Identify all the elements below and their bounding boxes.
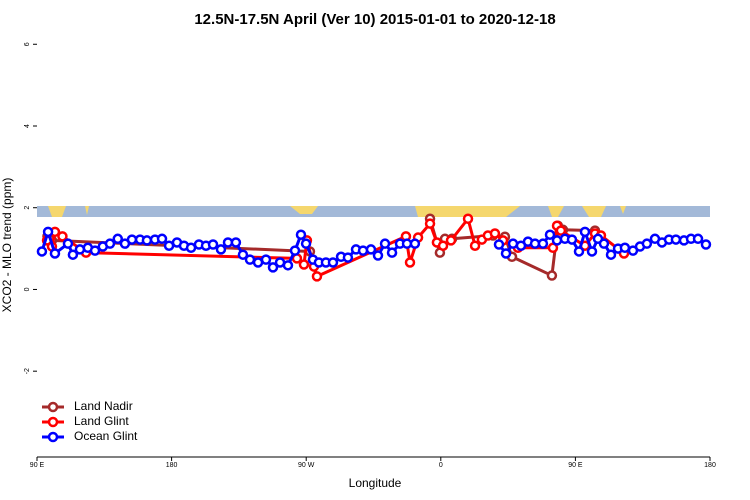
data-point <box>598 238 610 249</box>
data-point <box>207 239 219 250</box>
data-point <box>619 242 631 254</box>
x-tick-label: 90 E <box>568 462 583 469</box>
legend-label: Land Nadir <box>74 399 133 413</box>
data-point <box>692 233 704 245</box>
data-point <box>74 244 86 255</box>
x-axis-label: Longitude <box>349 476 402 490</box>
data-point <box>493 239 505 250</box>
data-point <box>546 270 558 281</box>
x-tick-label: 90 E <box>30 462 45 469</box>
data-point <box>36 246 48 257</box>
data-point <box>547 242 559 254</box>
data-point <box>62 238 74 249</box>
y-tick-label: 2 <box>24 206 31 210</box>
legend-label: Ocean Glint <box>74 429 138 443</box>
data-point <box>244 254 256 265</box>
data-point <box>57 231 68 242</box>
data-point <box>386 247 398 258</box>
data-point <box>126 234 138 245</box>
data-point <box>544 229 556 240</box>
data-point <box>579 226 591 238</box>
data-point <box>500 248 512 259</box>
data-point <box>260 254 272 265</box>
data-point <box>327 257 339 268</box>
y-tick-label: -2 <box>24 368 31 374</box>
x-tick-label: 180 <box>704 462 716 469</box>
data-point <box>365 244 377 255</box>
legend-label: Land Glint <box>74 414 129 428</box>
data-point <box>104 238 116 249</box>
data-point <box>237 249 249 260</box>
x-tick-label: 90 W <box>298 462 315 469</box>
data-point <box>289 245 301 256</box>
data-point <box>156 233 168 245</box>
data-point <box>49 248 61 259</box>
data-point <box>437 240 449 251</box>
data-point <box>141 235 153 246</box>
data-point <box>300 238 312 249</box>
data-point <box>379 238 391 249</box>
data-point <box>298 259 310 270</box>
legend-marker <box>47 431 59 443</box>
data-point <box>566 234 578 245</box>
data-point <box>357 245 369 256</box>
data-point <box>489 228 501 239</box>
data-point <box>282 260 294 271</box>
y-axis-label: XCO2 - MLO trend (ppm) <box>0 178 14 313</box>
legend-marker <box>47 401 59 413</box>
data-point <box>67 249 79 260</box>
data-point <box>469 240 481 251</box>
data-point <box>670 234 682 245</box>
data-point <box>215 244 227 255</box>
y-tick-label: 4 <box>24 124 31 128</box>
data-point <box>42 226 54 238</box>
data-point <box>555 225 567 236</box>
data-point <box>605 249 617 260</box>
data-point <box>537 238 549 249</box>
map-strip <box>37 206 710 217</box>
y-tick-label: 6 <box>24 42 31 46</box>
data-point <box>573 246 585 257</box>
data-point <box>295 229 307 240</box>
data-point <box>424 218 436 229</box>
data-point <box>311 271 323 282</box>
data-point <box>404 257 416 268</box>
y-tick-label: 0 <box>24 287 31 291</box>
legend-marker <box>47 416 59 428</box>
x-tick-label: 180 <box>166 462 178 469</box>
data-point <box>267 262 279 273</box>
chart-title: 12.5N-17.5N April (Ver 10) 2015-01-01 to… <box>194 11 555 28</box>
data-point <box>586 246 598 257</box>
data-point <box>641 238 653 249</box>
data-point <box>409 238 421 249</box>
data-point <box>445 235 457 246</box>
data-point <box>700 239 712 250</box>
data-point <box>342 252 354 263</box>
data-point <box>462 213 474 225</box>
data-point <box>89 245 101 256</box>
data-point <box>230 237 242 248</box>
x-tick-label: 0 <box>439 462 443 469</box>
data-point <box>112 233 124 245</box>
data-point <box>372 250 384 261</box>
data-point <box>551 235 563 246</box>
